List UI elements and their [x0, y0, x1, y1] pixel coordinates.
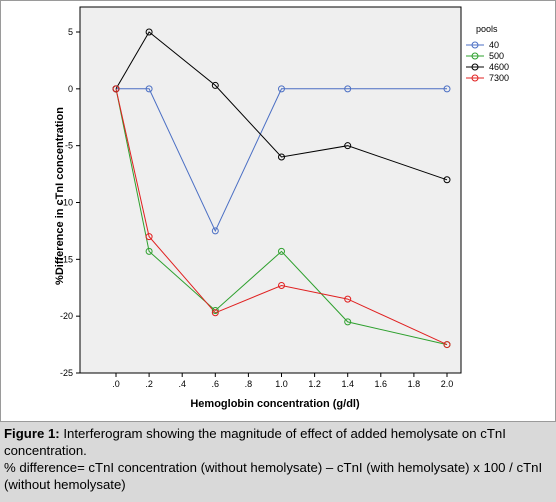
y-tick-label: 0 — [68, 84, 73, 94]
x-tick-label: .2 — [145, 379, 153, 389]
legend-label-7300: 7300 — [489, 73, 509, 83]
x-tick-label: 1.2 — [308, 379, 321, 389]
series-layer — [112, 28, 451, 349]
y-axis-title: %Difference in cTnI concentration — [54, 107, 66, 285]
data-point-7300 — [145, 233, 153, 241]
data-point-4600 — [278, 153, 285, 161]
data-point-500 — [344, 318, 352, 326]
data-point-7300 — [344, 295, 352, 303]
legend-label-500: 500 — [489, 51, 504, 61]
caption-line-2: % difference= cTnI concentration (withou… — [4, 460, 543, 492]
figure-caption: Figure 1: Interferogram showing the magn… — [0, 422, 556, 502]
legend-marker-7300 — [471, 74, 479, 82]
line-chart: 5 0 -5 -10 -15 -20 -25 .0 .2 .4 .6 .8 1.0 1.2 1.4 1.6 1… — [54, 6, 509, 410]
data-point-40 — [344, 85, 352, 93]
data-point-40 — [145, 85, 153, 93]
data-point-4600 — [443, 176, 451, 184]
series-line-500 — [115, 88, 448, 346]
x-tick-label: 1.0 — [275, 379, 288, 389]
legend-marker-40 — [471, 41, 479, 49]
legend-label-40: 40 — [489, 40, 499, 50]
legend-marker-500 — [471, 52, 479, 60]
data-point-7300 — [443, 341, 451, 349]
legend-title: pools — [476, 24, 498, 34]
x-tick-label: .6 — [212, 379, 220, 389]
legend-label-4600: 4600 — [489, 62, 509, 72]
data-point-4600 — [211, 81, 219, 89]
data-point-40 — [278, 85, 285, 93]
data-point-500 — [145, 247, 153, 255]
data-point-7300 — [278, 281, 285, 289]
data-point-4600 — [145, 28, 153, 36]
data-point-7300 — [211, 309, 219, 317]
series-line-40 — [116, 88, 447, 233]
data-point-40 — [211, 227, 219, 235]
y-tick-label: -15 — [60, 254, 73, 264]
x-tick-label: 1.4 — [341, 379, 354, 389]
x-tick-label: .4 — [178, 379, 186, 389]
y-axis: 5 0 -5 -10 -15 -20 -25 — [60, 27, 80, 378]
series-line-4600 — [115, 31, 448, 181]
caption-line-1: Figure 1: Interferogram showing the magn… — [4, 425, 552, 459]
figure-panel: 5 0 -5 -10 -15 -20 -25 .0 .2 .4 .6 .8 1.0 1.2 1.4 1.6 1… — [0, 0, 556, 422]
x-tick-label: 1.8 — [408, 379, 421, 389]
data-point-40 — [443, 85, 451, 93]
x-axis-title: Hemoglobin concentration (g/dl) — [190, 398, 360, 410]
x-tick-label: .8 — [245, 379, 253, 389]
data-point-4600 — [344, 142, 352, 150]
data-point-500 — [278, 247, 285, 255]
y-tick-label: -5 — [65, 141, 73, 151]
x-tick-label: .0 — [112, 379, 120, 389]
caption-label: Figure 1: — [4, 426, 60, 441]
plot-area — [79, 6, 462, 374]
legend-marker-4600 — [471, 63, 479, 71]
x-tick-label: 2.0 — [441, 379, 454, 389]
series-line-7300 — [115, 88, 448, 346]
data-point-500 — [211, 306, 219, 314]
caption-text: Interferogram showing the magnitude of e… — [4, 426, 506, 458]
data-point-7300 — [112, 85, 120, 93]
y-tick-label: -20 — [60, 311, 73, 321]
y-tick-label: -10 — [60, 198, 73, 208]
y-tick-label: -25 — [60, 368, 73, 378]
y-tick-label: 5 — [68, 27, 73, 37]
x-axis: .0 .2 .4 .6 .8 1.0 1.2 1.4 1.6 1.8 2.0 — [112, 373, 453, 389]
x-tick-label: 1.6 — [375, 379, 388, 389]
